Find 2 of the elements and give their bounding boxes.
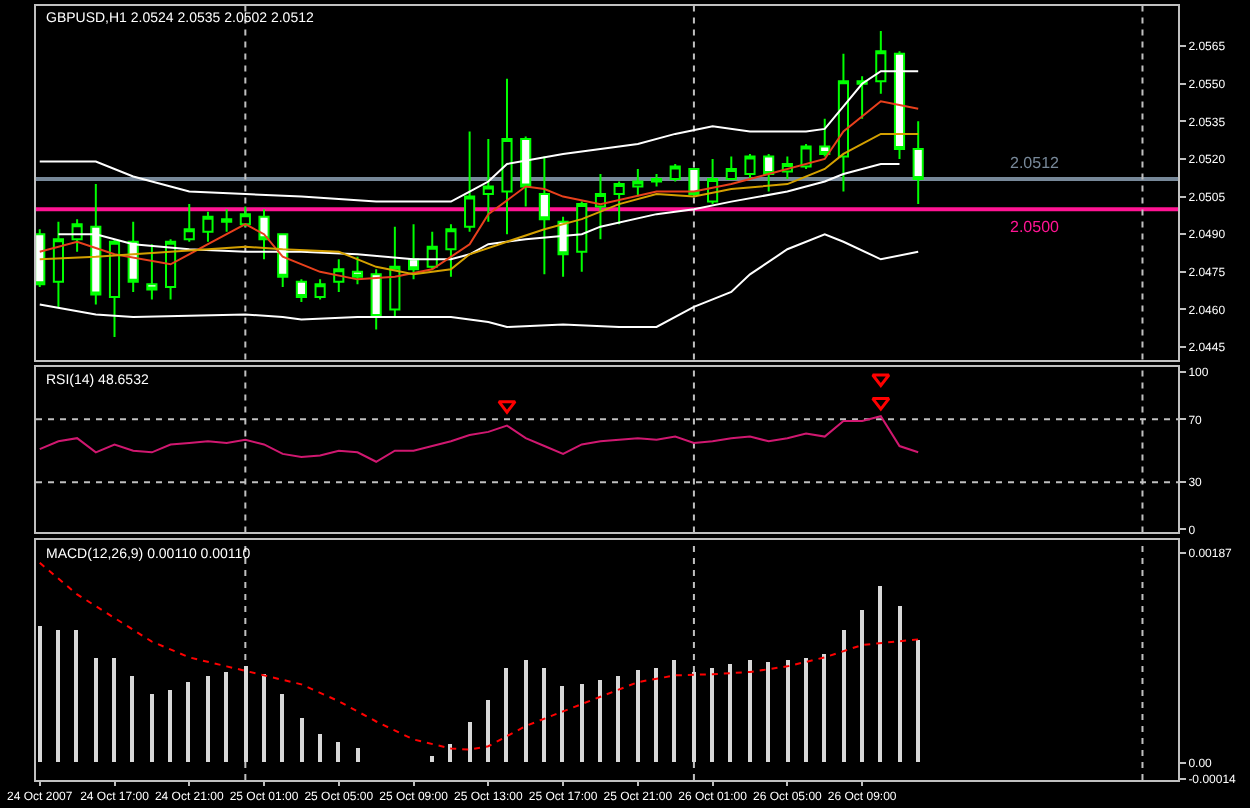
ref-line-label: 2.0500 <box>1010 218 1061 236</box>
ref-line-label: 2.0512 <box>1010 154 1061 172</box>
